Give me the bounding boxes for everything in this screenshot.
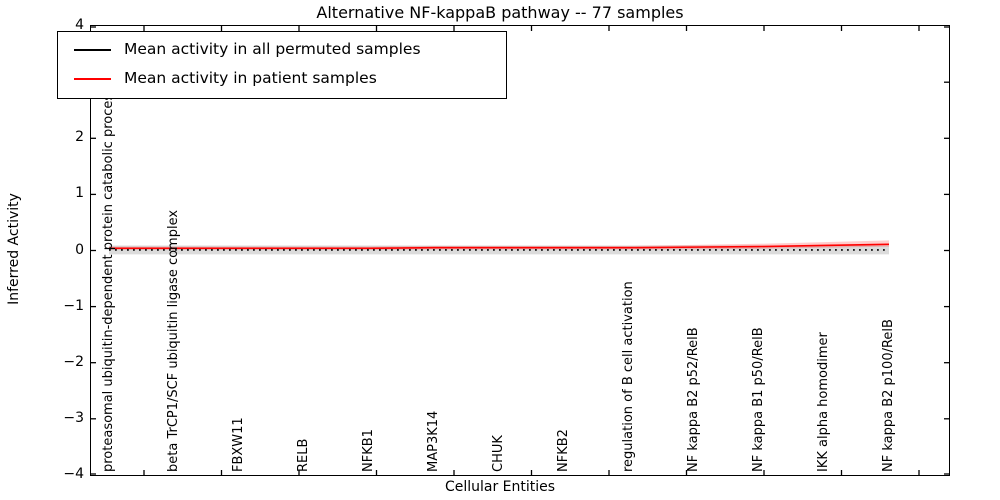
y-tick-label: 4 [75,17,84,34]
x-tick-label: CHUK [491,435,506,472]
y-tick-label: 2 [75,129,84,146]
legend-label-permuted: Mean activity in all permuted samples [124,40,421,58]
x-tick-label: beta TrCP1/SCF ubiquitin ligase complex [166,209,181,472]
legend-item-permuted: Mean activity in all permuted samples [58,35,506,65]
patient-line-swatch [74,78,111,80]
x-tick-label: RELB [296,438,311,472]
x-tick-label: NFKB2 [556,429,571,472]
y-tick-label: −1 [63,297,84,314]
y-tick-label: −3 [63,409,84,426]
y-axis-title: Inferred Activity [6,193,22,305]
legend-item-patient: Mean activity in patient samples [58,64,506,94]
x-tick-label: regulation of B cell activation [621,281,636,472]
chart-title: Alternative NF-kappaB pathway -- 77 samp… [316,3,684,22]
x-axis-title: Cellular Entities [444,479,556,495]
patient-mean-line [109,243,890,250]
y-tick-label: −2 [63,353,84,370]
plot-area: proteasomal ubiquitin-dependent protein … [90,25,950,476]
legend: Mean activity in all permuted samples Me… [57,31,507,99]
x-tick-label: IKK alpha homodimer [816,332,831,472]
y-tick-label: −4 [63,465,84,482]
x-tick-label: NF kappa B2 p52/RelB [686,327,701,472]
plot-svg [91,26,949,475]
x-tick-label: NF kappa B2 p100/RelB [881,319,896,472]
x-tick-label: FBXW11 [231,417,246,472]
permuted-line-swatch [74,49,111,51]
x-tick-label: NFKB1 [361,429,376,472]
y-tick-label: 1 [75,185,84,202]
x-tick-label: NF kappa B1 p50/RelB [751,327,766,472]
y-tick-label: 0 [75,241,84,258]
x-tick-label: proteasomal ubiquitin-dependent protein … [101,87,116,472]
x-tick-label: MAP3K14 [426,410,441,472]
legend-label-patient: Mean activity in patient samples [124,69,377,87]
